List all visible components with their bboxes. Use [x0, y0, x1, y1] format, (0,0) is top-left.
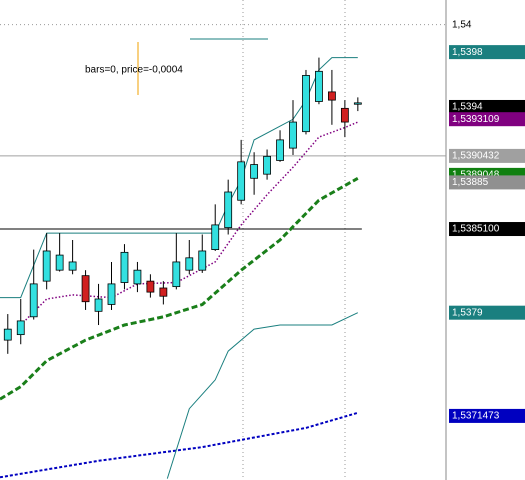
candle-body: [302, 75, 310, 133]
candle-body: [94, 298, 103, 312]
candle-body: [237, 161, 246, 201]
candle-body: [81, 275, 90, 303]
candle-body: [185, 257, 194, 271]
price-tag-label: 1,5389048: [452, 170, 500, 181]
price-tag: [449, 222, 525, 237]
candle-body: [224, 191, 233, 229]
indicator-line: [0, 411, 359, 479]
candle-body: [353, 102, 362, 105]
price-tag-label: 1,5371473: [452, 411, 500, 422]
candle-body: [159, 287, 168, 297]
price-tag-label: 1,5385100: [452, 224, 500, 235]
candle-body: [107, 283, 116, 305]
price-tag-label: 1,5394: [452, 102, 483, 113]
candle-body: [29, 283, 38, 318]
candle-body: [276, 139, 284, 161]
indicator-line: [0, 176, 359, 401]
candle-body: [328, 91, 336, 101]
price-tag: [449, 148, 525, 163]
indicator-line: [20, 121, 359, 326]
candle-body: [340, 107, 349, 123]
price-tag: [449, 99, 525, 114]
candle-body: [263, 155, 271, 175]
candle-body: [42, 250, 51, 282]
indicator-line: [166, 312, 359, 479]
price-tag-label: 1,5390432: [452, 151, 500, 162]
indicator-line: [0, 57, 358, 299]
price-tag: [449, 175, 525, 190]
candle-body: [16, 320, 25, 336]
annotation: bars=0, price=-0,0004: [85, 65, 183, 76]
candle-body: [315, 70, 323, 102]
candle-body: [68, 261, 77, 271]
candle-body: [289, 121, 297, 149]
candle-body: [172, 261, 181, 288]
candle-body: [3, 328, 12, 341]
candle-body: [133, 269, 142, 285]
price-tag-label: 1,5393109: [452, 114, 500, 125]
price-tag-label: 1,5398: [452, 47, 483, 58]
candle-body: [146, 280, 155, 293]
price-tag-label: 1,53885: [452, 177, 489, 188]
y-tick-label: 1,54: [452, 19, 472, 30]
price-tag: [449, 408, 525, 423]
price-tag: [449, 305, 525, 320]
price-tag: [449, 45, 525, 60]
candle-body: [211, 224, 220, 251]
price-tag: [449, 112, 525, 127]
candle-body: [198, 250, 207, 271]
candle-body: [120, 251, 129, 283]
candle-body: [55, 254, 64, 271]
price-tag-label: 1,5379: [452, 307, 483, 318]
candle-body: [250, 164, 259, 179]
